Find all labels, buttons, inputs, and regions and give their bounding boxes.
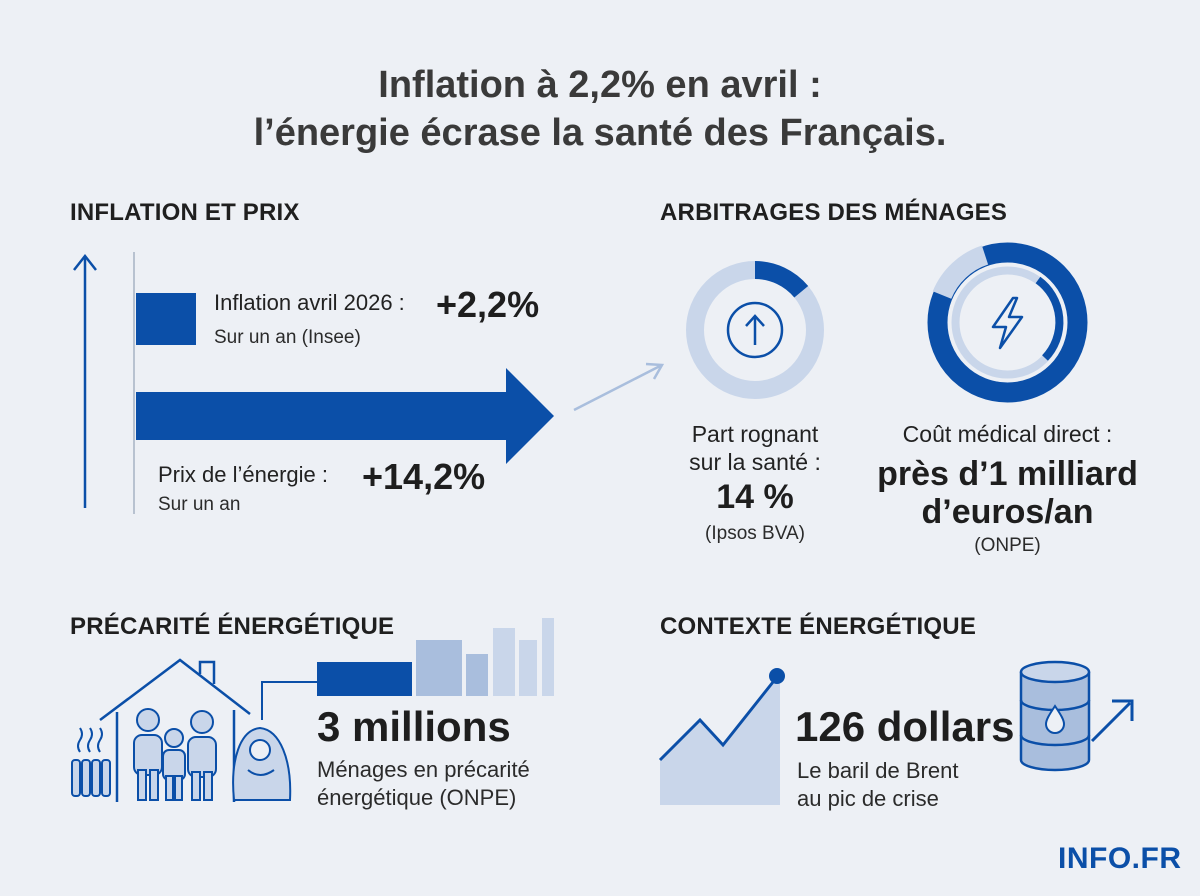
arrow-right-icon xyxy=(1090,699,1134,743)
medical-cost-value-line1: près d’1 milliard xyxy=(877,455,1138,493)
medical-cost-label: Coût médical direct : xyxy=(902,421,1113,447)
person-blanket-icon xyxy=(232,726,292,801)
energy-price-arrow xyxy=(136,368,554,464)
health-label-line2: sur la santé : xyxy=(689,449,821,475)
inflation-value: +2,2% xyxy=(436,284,540,325)
inflation-label: Inflation avril 2026 : xyxy=(214,290,405,315)
health-label-line1: Part rognant xyxy=(691,421,819,447)
medical-cost-donut xyxy=(927,242,1088,403)
upload-arrow-icon xyxy=(726,301,784,359)
precarity-desc-line2: énergétique (ONPE) xyxy=(317,785,517,810)
section-heading-precarity: PRÉCARITÉ ÉNERGÉTIQUE xyxy=(70,613,395,640)
chart-axis-divider xyxy=(133,252,135,514)
health-share-value: 14 % xyxy=(716,478,794,516)
brent-value: 126 dollars xyxy=(795,703,1015,750)
page-title-line2: l’énergie écrase la santé des Français. xyxy=(253,112,947,154)
oil-barrel-icon xyxy=(1019,660,1091,772)
brand-logo: INFO.FR xyxy=(1058,842,1182,876)
brand-logo-part2: .FR xyxy=(1131,842,1182,875)
section-heading-inflation: INFLATION ET PRIX xyxy=(70,199,300,226)
brent-desc-line1: Le baril de Brent xyxy=(797,758,959,783)
precarity-value: 3 millions xyxy=(317,703,511,750)
health-share-donut xyxy=(686,261,824,399)
arrow-up-icon xyxy=(73,253,97,508)
medical-cost-value-line2: d’euros/an xyxy=(921,493,1094,531)
brand-logo-part1: INFO xyxy=(1058,842,1132,875)
family-icon xyxy=(133,708,217,801)
energy-price-value: +14,2% xyxy=(362,456,486,497)
energy-price-label: Prix de l’énergie : xyxy=(158,462,328,487)
precarity-illustration xyxy=(71,618,554,802)
precarity-bar-chart xyxy=(317,618,554,696)
energy-price-note: Sur un an xyxy=(158,494,241,515)
precarity-desc-line1: Ménages en précarité xyxy=(317,757,530,782)
lightning-icon xyxy=(991,296,1024,350)
section-heading-households: ARBITRAGES DES MÉNAGES xyxy=(660,199,1008,226)
inflation-note: Sur un an (Insee) xyxy=(214,327,361,348)
brent-desc-line2: au pic de crise xyxy=(797,786,939,811)
trend-line-icon xyxy=(658,668,785,805)
health-share-arc xyxy=(686,261,824,399)
radiator-icon xyxy=(71,727,111,797)
inflation-bar xyxy=(136,293,196,345)
page-title-line1: Inflation à 2,2% en avril : xyxy=(378,64,822,106)
health-source: (Ipsos BVA) xyxy=(705,523,805,544)
arrow-right-icon xyxy=(573,362,665,412)
section-heading-energy-context: CONTEXTE ÉNERGÉTIQUE xyxy=(660,613,977,640)
medical-cost-source: (ONPE) xyxy=(974,535,1041,556)
